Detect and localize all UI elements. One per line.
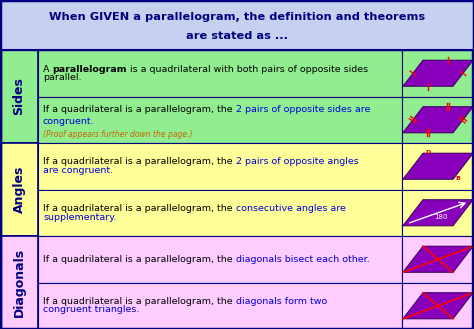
Text: supplementary.: supplementary. xyxy=(43,213,117,221)
Polygon shape xyxy=(403,60,473,86)
Text: are stated as ...: are stated as ... xyxy=(186,31,288,41)
Text: 180: 180 xyxy=(434,214,448,220)
Bar xyxy=(38,143,402,190)
Bar xyxy=(402,236,474,283)
Bar xyxy=(402,143,474,190)
Polygon shape xyxy=(403,153,473,179)
Bar xyxy=(402,50,474,96)
Text: A: A xyxy=(43,64,53,73)
Text: 2 pairs of opposite sides are: 2 pairs of opposite sides are xyxy=(236,105,370,114)
Text: parallelogram: parallelogram xyxy=(53,64,127,73)
Polygon shape xyxy=(403,107,473,133)
Text: When GIVEN a parallelogram, the definition and theorems: When GIVEN a parallelogram, the definiti… xyxy=(49,13,425,22)
Text: Angles: Angles xyxy=(12,166,26,213)
Text: (Proof appears further down the page.): (Proof appears further down the page.) xyxy=(43,130,192,139)
Text: If a quadrilateral is a parallelogram, the: If a quadrilateral is a parallelogram, t… xyxy=(43,204,236,213)
Text: are congruent.: are congruent. xyxy=(43,166,113,175)
Text: Diagonals: Diagonals xyxy=(12,248,26,317)
Text: congruent triangles.: congruent triangles. xyxy=(43,306,139,315)
Bar xyxy=(0,143,38,236)
Text: diagonals form two: diagonals form two xyxy=(236,297,327,306)
Bar xyxy=(402,283,474,329)
Bar xyxy=(38,50,402,96)
Text: If a quadrilateral is a parallelogram, the: If a quadrilateral is a parallelogram, t… xyxy=(43,255,236,264)
Bar xyxy=(402,96,474,143)
Bar xyxy=(38,190,402,236)
Text: If a quadrilateral is a parallelogram, the: If a quadrilateral is a parallelogram, t… xyxy=(43,158,236,166)
Polygon shape xyxy=(403,200,473,226)
Bar xyxy=(38,236,402,283)
Bar xyxy=(38,283,402,329)
Bar xyxy=(38,96,402,143)
Bar xyxy=(1,50,473,329)
Text: B: B xyxy=(455,176,460,181)
Bar xyxy=(402,190,474,236)
Polygon shape xyxy=(403,246,473,272)
Polygon shape xyxy=(403,293,473,319)
Text: is a quadrilateral with both pairs of opposite sides: is a quadrilateral with both pairs of op… xyxy=(127,64,368,73)
Text: Sides: Sides xyxy=(12,78,26,115)
Bar xyxy=(0,50,38,143)
Text: parallel.: parallel. xyxy=(43,73,82,82)
Text: If a quadrilateral is a parallelogram, the: If a quadrilateral is a parallelogram, t… xyxy=(43,297,236,306)
Text: If a quadrilateral is a parallelogram, the: If a quadrilateral is a parallelogram, t… xyxy=(43,105,236,114)
Text: diagonals bisect each other.: diagonals bisect each other. xyxy=(236,255,369,264)
Bar xyxy=(0,0,474,50)
Text: D: D xyxy=(425,150,430,155)
Text: congruent.: congruent. xyxy=(43,117,95,126)
Text: consecutive angles are: consecutive angles are xyxy=(236,204,346,213)
Bar xyxy=(0,236,38,329)
Text: 2 pairs of opposite angles: 2 pairs of opposite angles xyxy=(236,158,358,166)
